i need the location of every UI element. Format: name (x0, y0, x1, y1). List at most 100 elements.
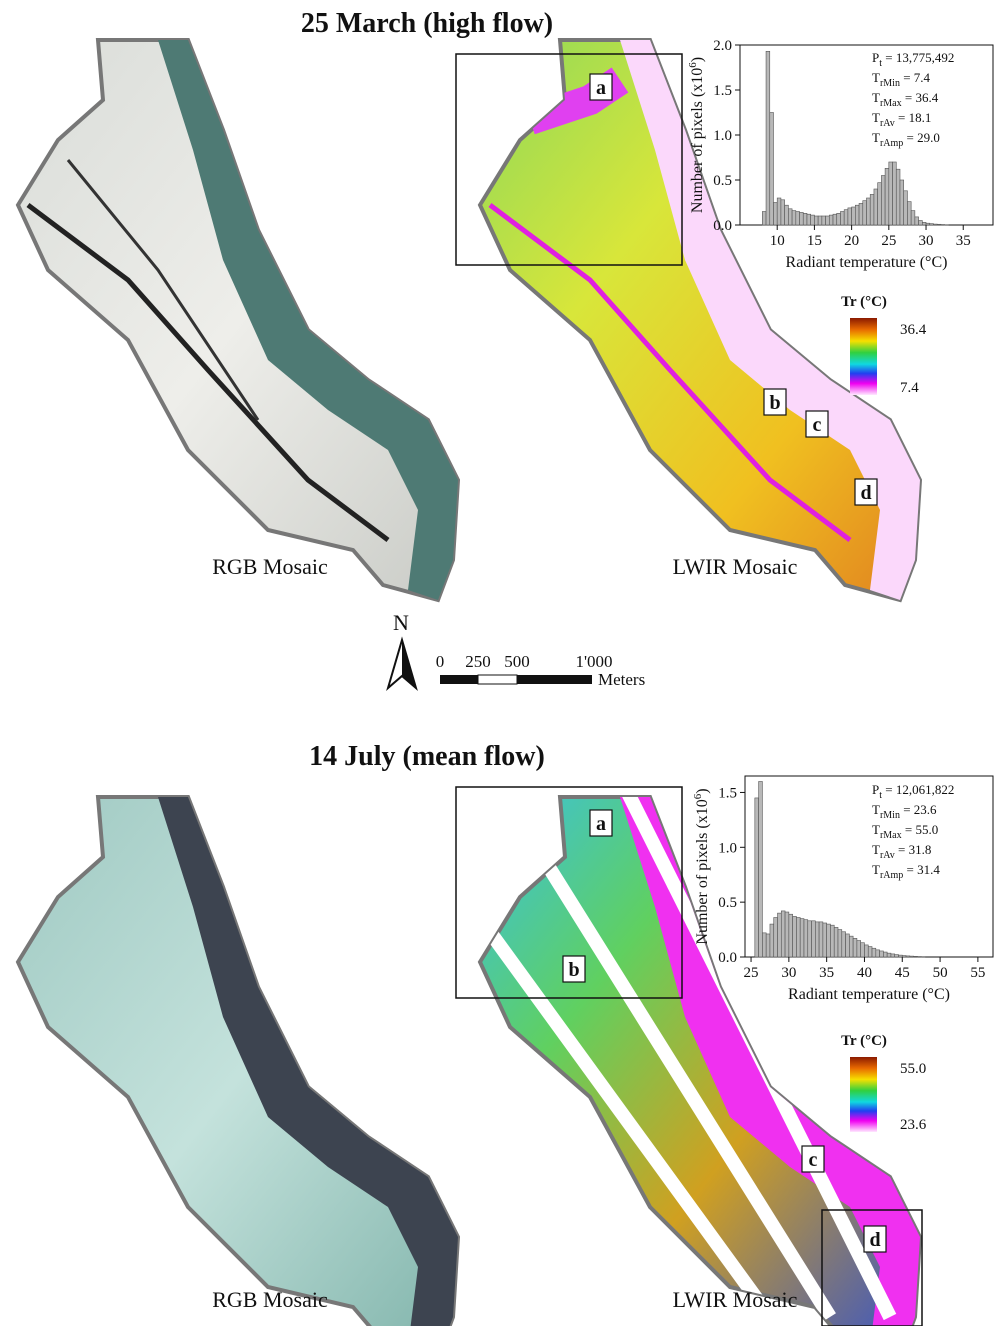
scale-label: 1'000 (575, 652, 612, 671)
bar (762, 933, 766, 957)
bar (914, 956, 918, 957)
bar (874, 189, 878, 225)
stat-symbol: T (872, 110, 880, 125)
bar (915, 217, 919, 225)
bar (846, 934, 850, 957)
bar (807, 214, 811, 225)
bar (762, 212, 766, 226)
bar (788, 209, 792, 225)
stat-value: = 36.4 (902, 90, 939, 105)
bar (804, 920, 808, 957)
x-tick-label: 15 (807, 233, 822, 249)
site-label: b (568, 959, 579, 981)
bar (834, 927, 838, 957)
bar (774, 918, 778, 957)
scale-segment (517, 675, 592, 684)
x-axis-label: Radiant temperature (°C) (786, 254, 948, 271)
bar (812, 921, 816, 957)
y-axis-label-text: Number of pixels (x10 (689, 68, 706, 213)
colorbar-label: 23.6 (900, 1117, 927, 1133)
stat-value: = 31.8 (895, 842, 932, 857)
x-tick-label: 50 (933, 965, 948, 981)
bar (876, 950, 880, 957)
stat-symbol: T (872, 90, 880, 105)
bar (872, 948, 876, 957)
panel-title: 25 March (high flow) (301, 8, 553, 39)
x-tick-label: 25 (744, 965, 759, 981)
x-tick-label: 35 (819, 965, 834, 981)
bar (887, 953, 891, 957)
bar (857, 941, 861, 957)
bar (819, 922, 823, 957)
bar (906, 956, 910, 957)
bar (870, 194, 874, 225)
x-tick-label: 25 (881, 233, 896, 249)
scale-label: 0 (436, 652, 445, 671)
stat-value: = 23.6 (900, 802, 937, 817)
stat-subscript: rAv (880, 118, 895, 129)
bar (848, 208, 852, 225)
x-tick-label: 10 (770, 233, 785, 249)
bar (796, 918, 800, 957)
x-tick-label: 55 (970, 965, 985, 981)
y-axis-label: Number of pixels (x106) (692, 788, 711, 944)
x-tick-label: 20 (844, 233, 859, 249)
stat-subscript: rMin (880, 810, 900, 821)
bar (777, 198, 781, 225)
figure: N 0 250 500 1'000 Meters 25 March (high … (0, 0, 995, 1326)
bar (838, 930, 842, 957)
bar (759, 781, 763, 957)
scale-label: 500 (504, 652, 530, 671)
bar (853, 938, 857, 957)
site-label: a (596, 813, 606, 835)
x-tick-label: 40 (857, 965, 872, 981)
bar (868, 947, 872, 957)
y-axis-label-suffix: ) (689, 57, 706, 62)
bar (778, 913, 782, 957)
x-tick-label: 30 (781, 965, 796, 981)
bar (881, 176, 885, 226)
bar (755, 798, 759, 957)
bar (930, 224, 934, 225)
bar (878, 183, 882, 225)
stat-value: = 12,061,822 (882, 782, 954, 797)
stat-symbol: P (872, 50, 879, 65)
site-label: d (869, 1229, 880, 1251)
y-tick-label: 1.5 (713, 83, 732, 99)
x-tick-label: 30 (919, 233, 934, 249)
x-axis-label: Radiant temperature (°C) (788, 986, 950, 1003)
bar (891, 954, 895, 957)
colorbar-title: Tr (°C) (841, 294, 887, 310)
bar (785, 912, 789, 957)
stat-value: = 31.4 (903, 862, 940, 877)
stat-value: = 7.4 (900, 70, 931, 85)
bar (830, 925, 834, 957)
y-axis-label-text: Number of pixels (x10 (694, 799, 711, 944)
map-label: RGB Mosaic (212, 1287, 328, 1312)
bar (855, 205, 859, 225)
bar (814, 216, 818, 225)
stat-symbol: P (872, 782, 879, 797)
bar (770, 924, 774, 957)
bar (844, 210, 848, 225)
bar (837, 213, 841, 225)
bar (808, 921, 812, 957)
site-label: a (596, 77, 606, 99)
bar (781, 200, 785, 225)
scale-unit: Meters (598, 670, 645, 689)
bar (833, 214, 837, 225)
site-label: d (860, 482, 871, 504)
bar (898, 955, 902, 957)
stat-subscript: rMin (880, 78, 900, 89)
bar (789, 914, 793, 957)
bar (829, 215, 833, 225)
bar (922, 222, 926, 225)
stat-subscript: rMax (880, 830, 902, 841)
bar (933, 224, 937, 225)
y-tick-label: 0.0 (718, 950, 737, 966)
y-tick-label: 0.5 (718, 895, 737, 911)
scale-segment (478, 675, 517, 684)
bar (766, 934, 770, 957)
bar (895, 955, 899, 957)
bar (823, 923, 827, 957)
